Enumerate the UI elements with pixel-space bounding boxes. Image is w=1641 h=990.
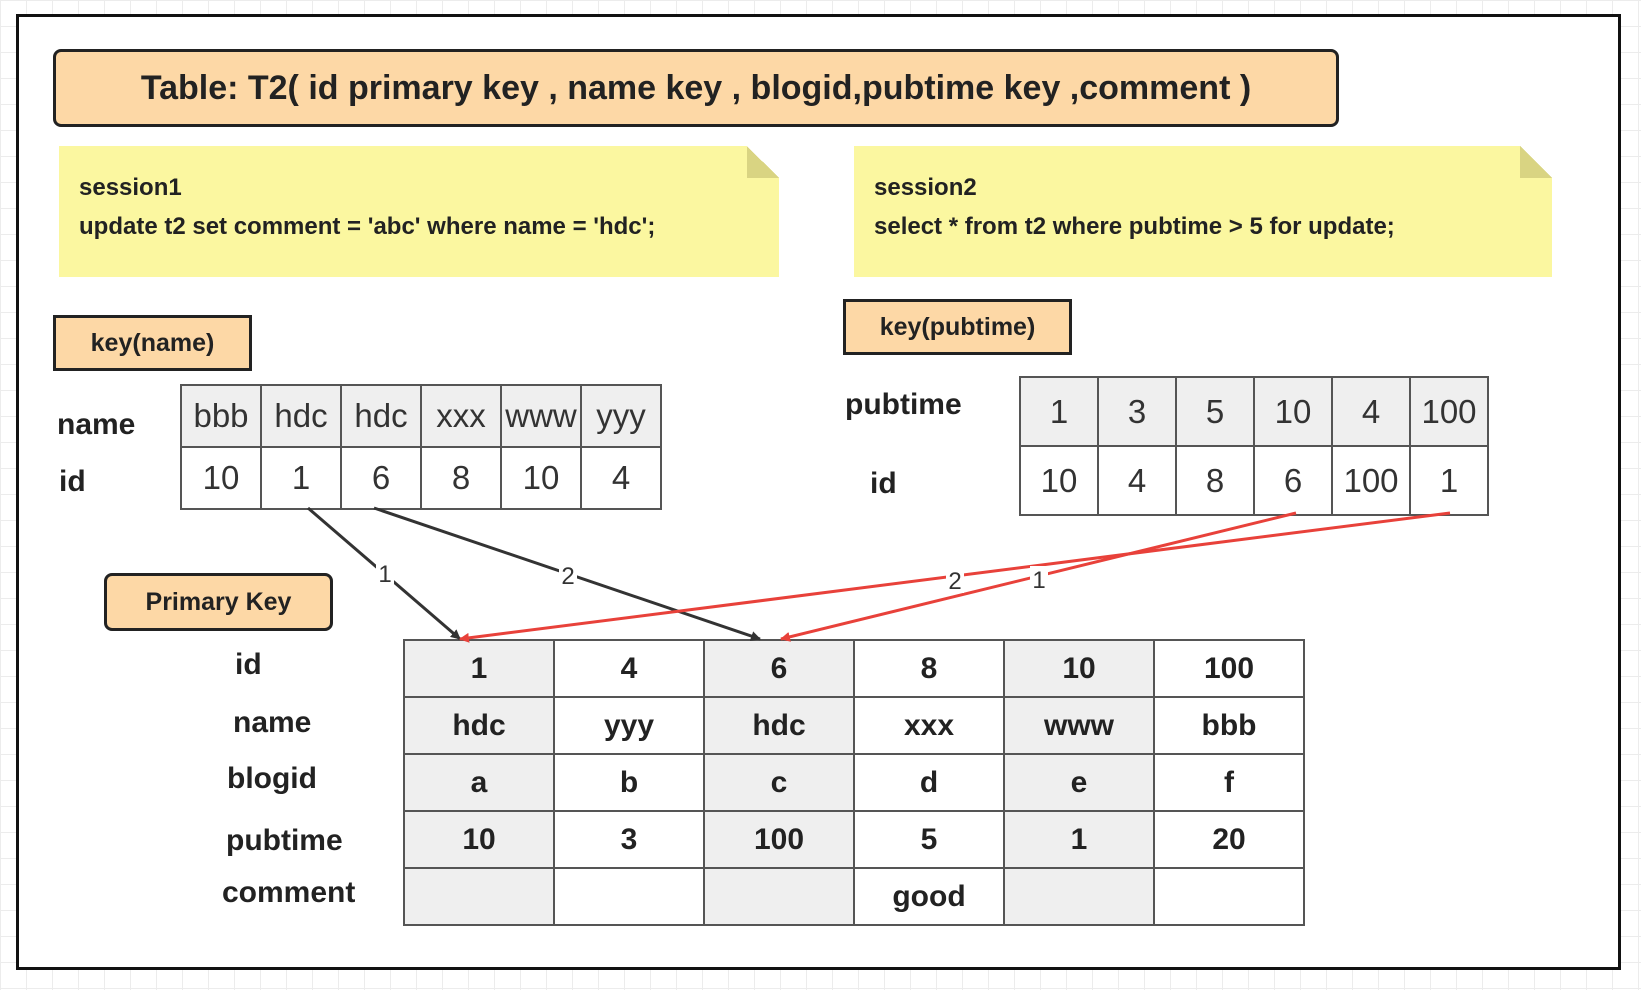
key-pubtime-id-cell: 4 <box>1097 445 1177 516</box>
pk-cell: 5 <box>853 810 1005 869</box>
session1-sql: update t2 set comment = 'abc' where name… <box>79 213 656 240</box>
table-title: Table: T2( id primary key , name key , b… <box>53 49 1339 127</box>
pk-cell: hdc <box>403 696 555 755</box>
pk-cell: 20 <box>1153 810 1305 869</box>
pk-cell: c <box>703 753 855 812</box>
arrow-label-bg <box>1030 566 1048 592</box>
key-name-names-row: bbb hdc hdc xxx www yyy <box>180 384 662 448</box>
key-pubtime-row-label-pubtime: pubtime <box>845 388 962 421</box>
arrow-label-bg <box>376 560 394 586</box>
key-pubtime-cell: 3 <box>1097 376 1177 447</box>
key-pubtime-cell: 5 <box>1175 376 1255 447</box>
pk-cell: 10 <box>1003 639 1155 698</box>
note-fold-icon <box>747 146 779 178</box>
pk-cell: 6 <box>703 639 855 698</box>
pk-row: hdc yyy hdc xxx www bbb <box>403 696 1305 755</box>
pk-cell: f <box>1153 753 1305 812</box>
pk-cell <box>1003 867 1155 926</box>
pk-cell <box>553 867 705 926</box>
pk-row-label-comment: comment <box>222 876 356 909</box>
pk-cell <box>703 867 855 926</box>
pk-cell <box>1153 867 1305 926</box>
key-name-cell: hdc <box>340 384 422 448</box>
key-name-cell: www <box>500 384 582 448</box>
pk-cell: bbb <box>1153 696 1305 755</box>
pk-row: 1 4 6 8 10 100 <box>403 639 1305 698</box>
key-name-id-cell: 8 <box>420 446 502 510</box>
pk-row-label-blogid: blogid <box>227 762 317 795</box>
name-index-arrow-label-1: 1 <box>378 561 391 588</box>
key-pubtime-label: key(pubtime) <box>843 299 1072 355</box>
key-pubtime-cell: 4 <box>1331 376 1411 447</box>
pk-cell: b <box>553 753 705 812</box>
key-name-cell: bbb <box>180 384 262 448</box>
pk-row-label-id: id <box>235 648 262 681</box>
pk-cell: good <box>853 867 1005 926</box>
key-pubtime-id-cell: 1 <box>1409 445 1489 516</box>
key-pubtime-row-label-id: id <box>870 467 897 500</box>
session2-sql: select * from t2 where pubtime > 5 for u… <box>874 213 1395 240</box>
pk-cell: 1 <box>403 639 555 698</box>
key-pubtime-cell: 10 <box>1253 376 1333 447</box>
name-index-arrow-label-2: 2 <box>561 563 574 590</box>
pubtime-index-arrow-label-2: 2 <box>948 568 961 595</box>
key-name-id-cell: 1 <box>260 446 342 510</box>
key-name-cell: hdc <box>260 384 342 448</box>
key-pubtime-id-cell: 100 <box>1331 445 1411 516</box>
key-pubtime-id-cell: 8 <box>1175 445 1255 516</box>
pk-cell: d <box>853 753 1005 812</box>
pk-cell: www <box>1003 696 1155 755</box>
session2-label: session2 <box>874 174 977 201</box>
arrow-label-bg <box>946 567 964 593</box>
session2-note: session2 select * from t2 where pubtime … <box>854 146 1552 277</box>
session1-note: session1 update t2 set comment = 'abc' w… <box>59 146 779 277</box>
pk-cell: e <box>1003 753 1155 812</box>
pk-cell: 8 <box>853 639 1005 698</box>
key-name-id-cell: 10 <box>500 446 582 510</box>
primary-key-label: Primary Key <box>104 573 333 631</box>
session1-label: session1 <box>79 174 182 201</box>
pk-row: good <box>403 867 1305 926</box>
pk-row-label-name: name <box>233 706 312 739</box>
key-name-cell: xxx <box>420 384 502 448</box>
pk-row-label-pubtime: pubtime <box>226 824 343 857</box>
arrow-label-bg <box>559 562 577 588</box>
key-name-id-cell: 4 <box>580 446 662 510</box>
key-name-cell: yyy <box>580 384 662 448</box>
pk-cell: 10 <box>403 810 555 869</box>
pk-cell: 100 <box>703 810 855 869</box>
key-name-id-cell: 6 <box>340 446 422 510</box>
key-name-id-cell: 10 <box>180 446 262 510</box>
pk-cell <box>403 867 555 926</box>
key-name-ids-row: 10 1 6 8 10 4 <box>180 446 662 510</box>
pk-cell: a <box>403 753 555 812</box>
key-pubtime-cell: 1 <box>1019 376 1099 447</box>
pk-cell: hdc <box>703 696 855 755</box>
primary-key-table: 1 4 6 8 10 100 hdc yyy hdc xxx www bbb a b c d e f 10 3 100 5… <box>403 639 1305 926</box>
key-name-row-label-name: name <box>57 408 136 441</box>
key-name-label: key(name) <box>53 315 252 371</box>
key-pubtime-id-cell: 10 <box>1019 445 1099 516</box>
pk-cell: 100 <box>1153 639 1305 698</box>
pk-cell: xxx <box>853 696 1005 755</box>
key-pubtime-values-row: 1 3 5 10 4 100 <box>1019 376 1489 447</box>
key-name-index-table: bbb hdc hdc xxx www yyy 10 1 6 8 10 4 <box>180 384 662 510</box>
pubtime-index-arrow-label-1: 1 <box>1032 567 1045 594</box>
key-pubtime-index-table: 1 3 5 10 4 100 10 4 8 6 100 1 <box>1019 376 1489 516</box>
note-fold-icon <box>1520 146 1552 178</box>
pk-cell: 1 <box>1003 810 1155 869</box>
pk-cell: 4 <box>553 639 705 698</box>
key-pubtime-ids-row: 10 4 8 6 100 1 <box>1019 445 1489 516</box>
pk-cell: yyy <box>553 696 705 755</box>
pk-cell: 3 <box>553 810 705 869</box>
key-pubtime-cell: 100 <box>1409 376 1489 447</box>
pk-row: 10 3 100 5 1 20 <box>403 810 1305 869</box>
key-name-row-label-id: id <box>59 465 86 498</box>
